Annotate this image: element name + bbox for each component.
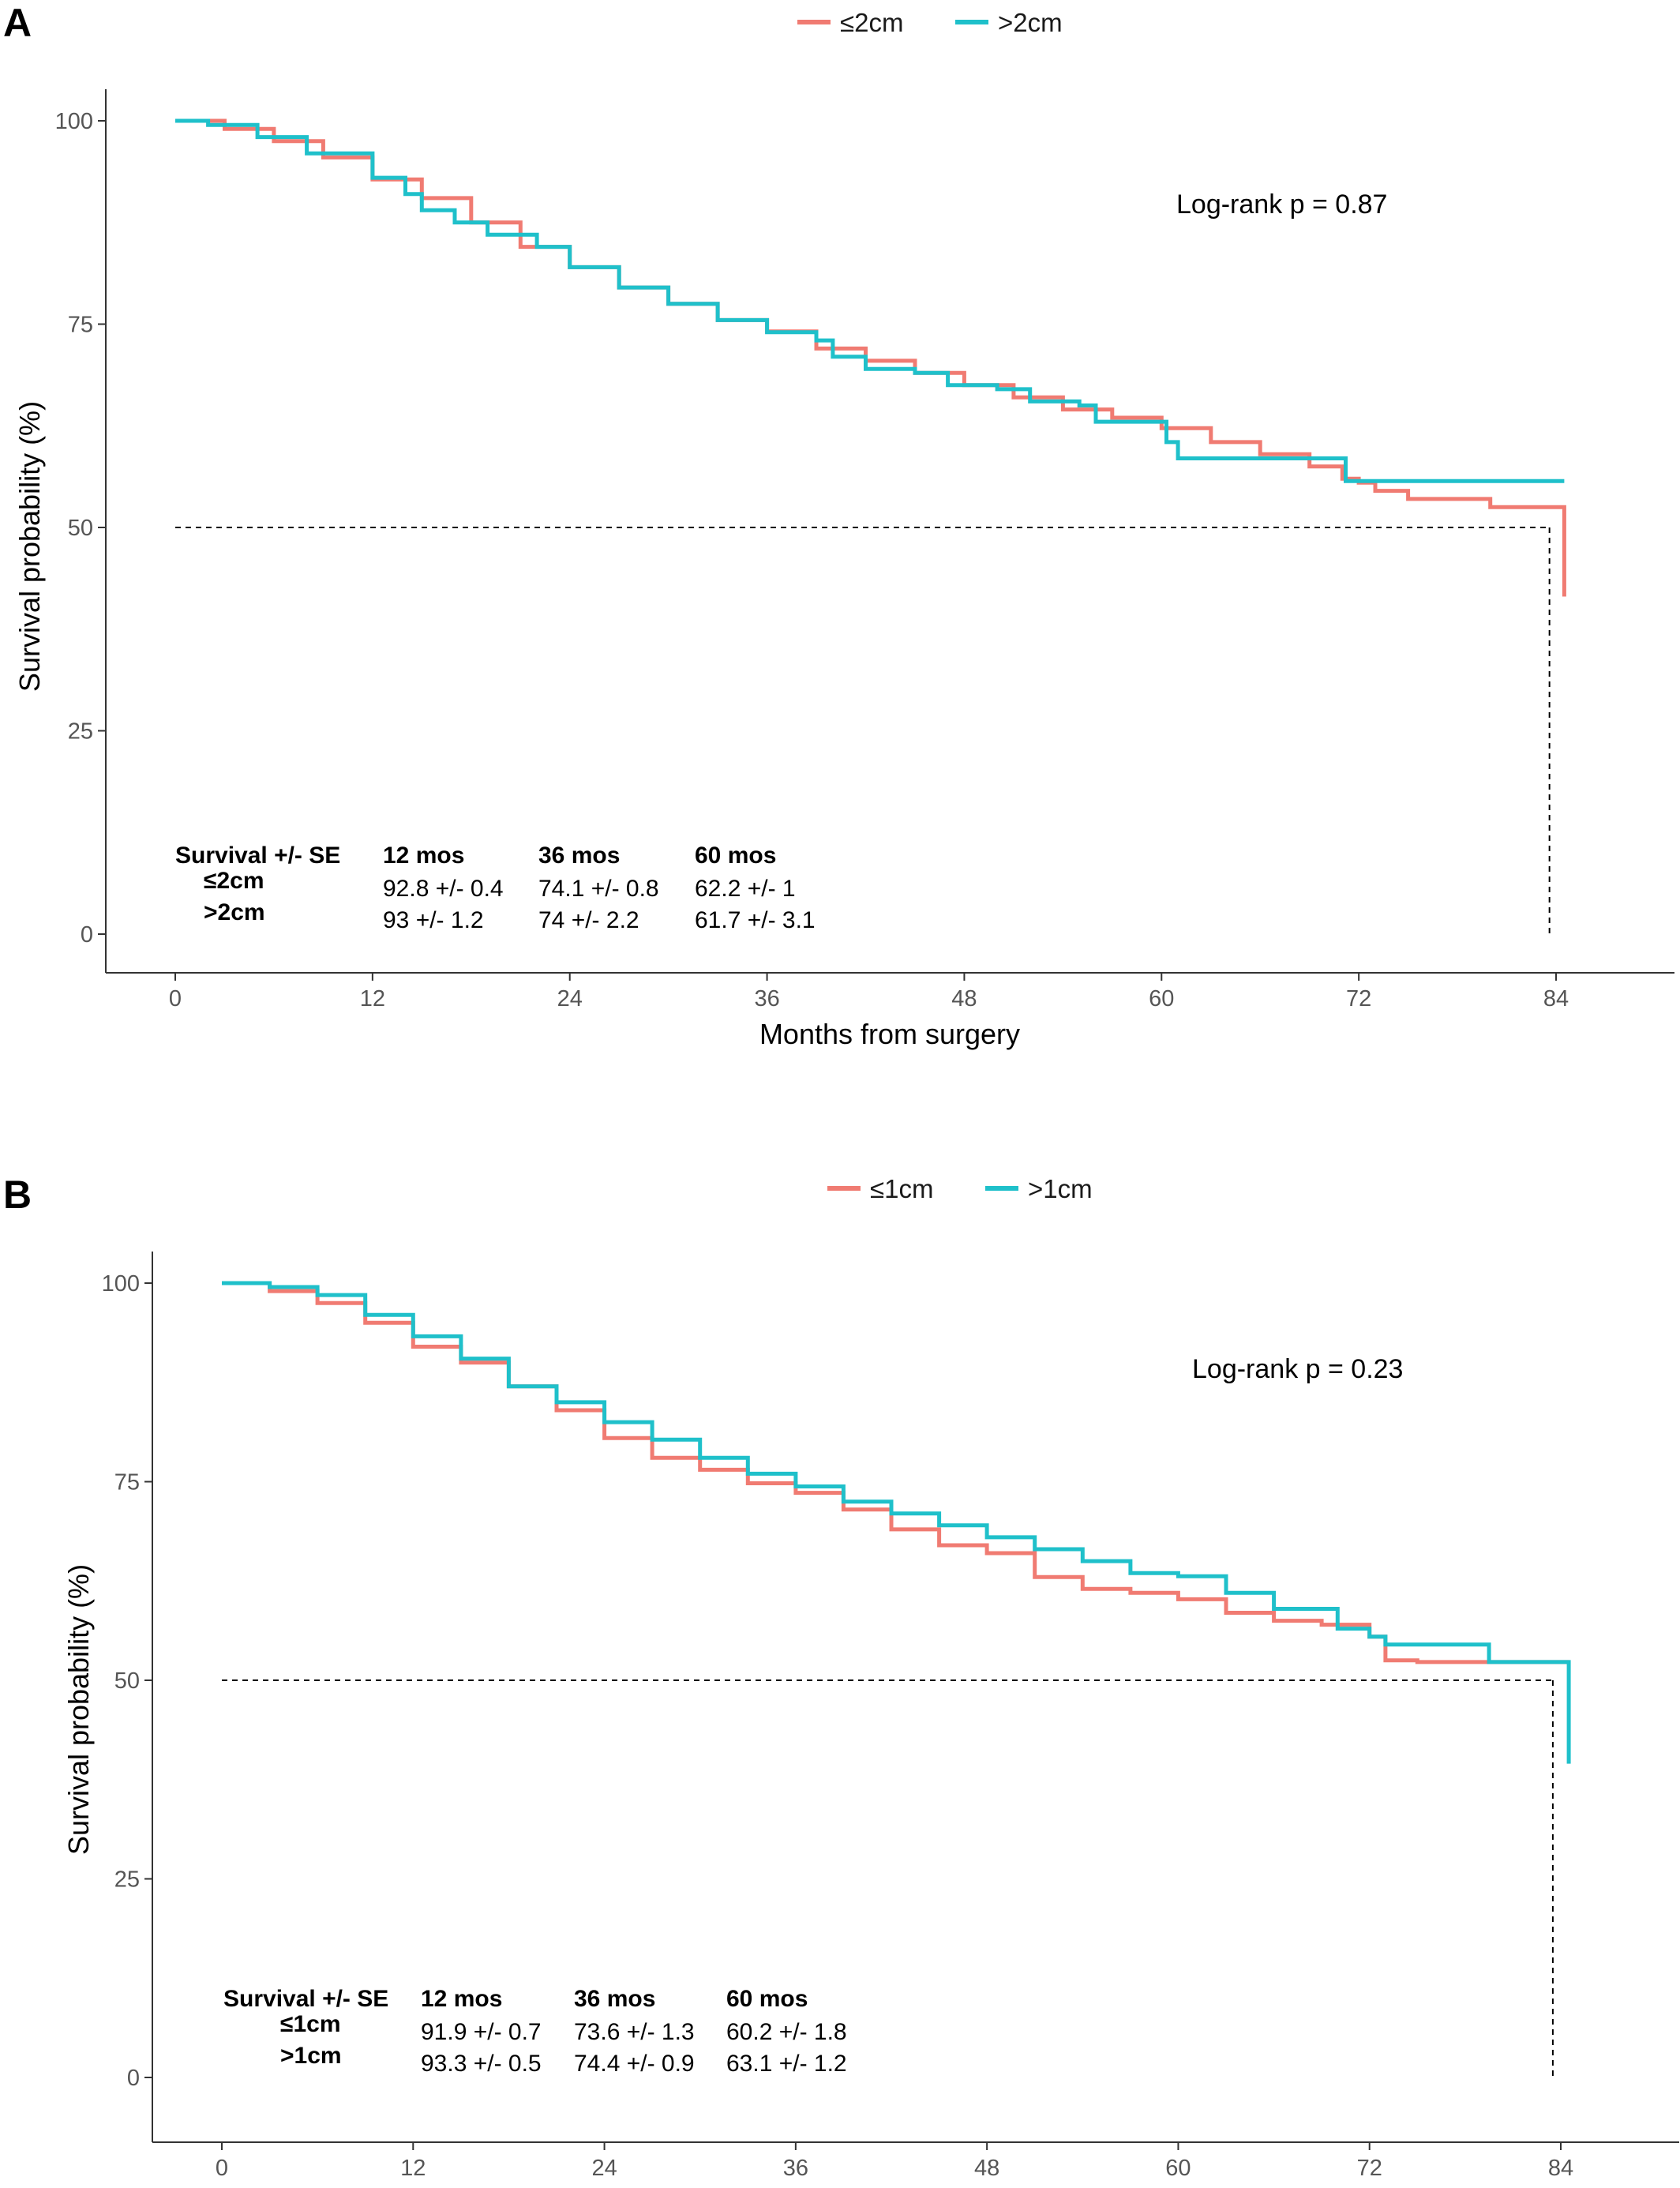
x-tick-label: 84	[1548, 2156, 1573, 2181]
panel-label: A	[3, 1, 32, 45]
panel-b: B ≤1cm >1cm 0 12 24 36 48 60 72 84 0 25 50 75 100 Months…	[3, 1173, 1679, 2188]
x-tick-label: 24	[591, 2156, 617, 2181]
legend-label-1: >1cm	[1028, 1174, 1093, 1203]
table-row-group: >2cm	[204, 899, 265, 925]
x-tick-label: 48	[974, 2156, 999, 2181]
y-tick-label: 75	[68, 313, 93, 338]
y-tick-label: 50	[68, 516, 93, 541]
table-cell: 93 +/- 1.2	[383, 907, 484, 933]
y-tick-label: 100	[55, 109, 93, 134]
table-cell: 74 +/- 2.2	[538, 907, 639, 933]
legend: ≤2cm >2cm	[797, 8, 1063, 37]
table-header-col: 60 mos	[695, 843, 776, 869]
survival-curve-series-0	[175, 118, 1566, 597]
panel-label: B	[3, 1173, 32, 1217]
table-row-group: >1cm	[280, 2043, 342, 2069]
survival-curve-series-1	[175, 118, 1565, 483]
table-cell: 74.4 +/- 0.9	[574, 2051, 695, 2077]
legend-label-1: >2cm	[998, 8, 1063, 37]
table-header-col: 60 mos	[726, 1986, 808, 2012]
table-cell: 74.1 +/- 0.8	[538, 876, 659, 902]
x-tick-label: 60	[1165, 2156, 1191, 2181]
y-tick-label: 25	[68, 719, 93, 745]
y-tick-label: 75	[114, 1470, 140, 1496]
survival-curve-series-0	[222, 1281, 1569, 1664]
y-axis-title: Survival probability (%)	[62, 1564, 95, 1855]
table-header-label: Survival +/- SE	[223, 1986, 388, 2012]
table-header-col: 12 mos	[421, 1986, 502, 2012]
x-tick-label: 48	[951, 986, 977, 1011]
x-tick-label: 72	[1346, 986, 1371, 1011]
x-axis-title: Months from surgery	[759, 1018, 1020, 1050]
x-tick-label: 84	[1543, 986, 1569, 1011]
x-tick-label: 36	[783, 2156, 808, 2181]
table-header-col: 36 mos	[574, 1986, 655, 2012]
table-cell: 61.7 +/- 3.1	[695, 907, 816, 933]
table-cell: 62.2 +/- 1	[695, 876, 796, 902]
legend-label-0: ≤2cm	[840, 8, 903, 37]
table-header-col: 36 mos	[538, 843, 620, 869]
legend: ≤1cm >1cm	[827, 1174, 1093, 1203]
table-header-col: 12 mos	[383, 843, 464, 869]
x-tick-label: 60	[1149, 986, 1174, 1011]
y-tick-label: 0	[81, 922, 93, 948]
table-cell: 73.6 +/- 1.3	[574, 2019, 695, 2045]
y-tick-label: 0	[127, 2066, 140, 2091]
survival-table: Survival +/- SE 12 mos 36 mos 60 mos ≤1cm 91.…	[223, 1986, 847, 2077]
survival-curve-series-1	[222, 1281, 1571, 1764]
legend-label-0: ≤1cm	[870, 1174, 933, 1203]
x-tick-label: 12	[360, 986, 385, 1011]
table-row-group: ≤2cm	[204, 868, 264, 894]
y-tick-label: 50	[114, 1668, 140, 1694]
x-tick-label: 24	[557, 986, 583, 1011]
table-cell: 93.3 +/- 0.5	[421, 2051, 542, 2077]
logrank-annotation: Log-rank p = 0.87	[1176, 190, 1387, 220]
table-cell: 92.8 +/- 0.4	[383, 876, 504, 902]
x-tick-label: 72	[1357, 2156, 1382, 2181]
y-axis-title: Survival probability (%)	[13, 401, 46, 692]
table-cell: 63.1 +/- 1.2	[726, 2051, 847, 2077]
logrank-annotation: Log-rank p = 0.23	[1192, 1354, 1403, 1384]
table-cell: 60.2 +/- 1.8	[726, 2019, 847, 2045]
x-tick-label: 0	[216, 2156, 228, 2181]
table-header-label: Survival +/- SE	[175, 843, 340, 869]
panel-a: A ≤2cm >2cm 0 12 24 36 48 60 72 84 0 25 50 75 100 Months…	[3, 1, 1674, 1050]
survival-table: Survival +/- SE 12 mos 36 mos 60 mos ≤2cm 92.…	[175, 843, 816, 933]
table-cell: 91.9 +/- 0.7	[421, 2019, 542, 2045]
table-row-group: ≤1cm	[280, 2011, 341, 2037]
x-tick-label: 36	[754, 986, 779, 1011]
x-tick-label: 0	[169, 986, 182, 1011]
y-tick-label: 100	[102, 1271, 140, 1297]
x-tick-label: 12	[400, 2156, 426, 2181]
x-axis-title: Months from surgery	[786, 2186, 1046, 2188]
y-tick-label: 25	[114, 1867, 140, 1893]
